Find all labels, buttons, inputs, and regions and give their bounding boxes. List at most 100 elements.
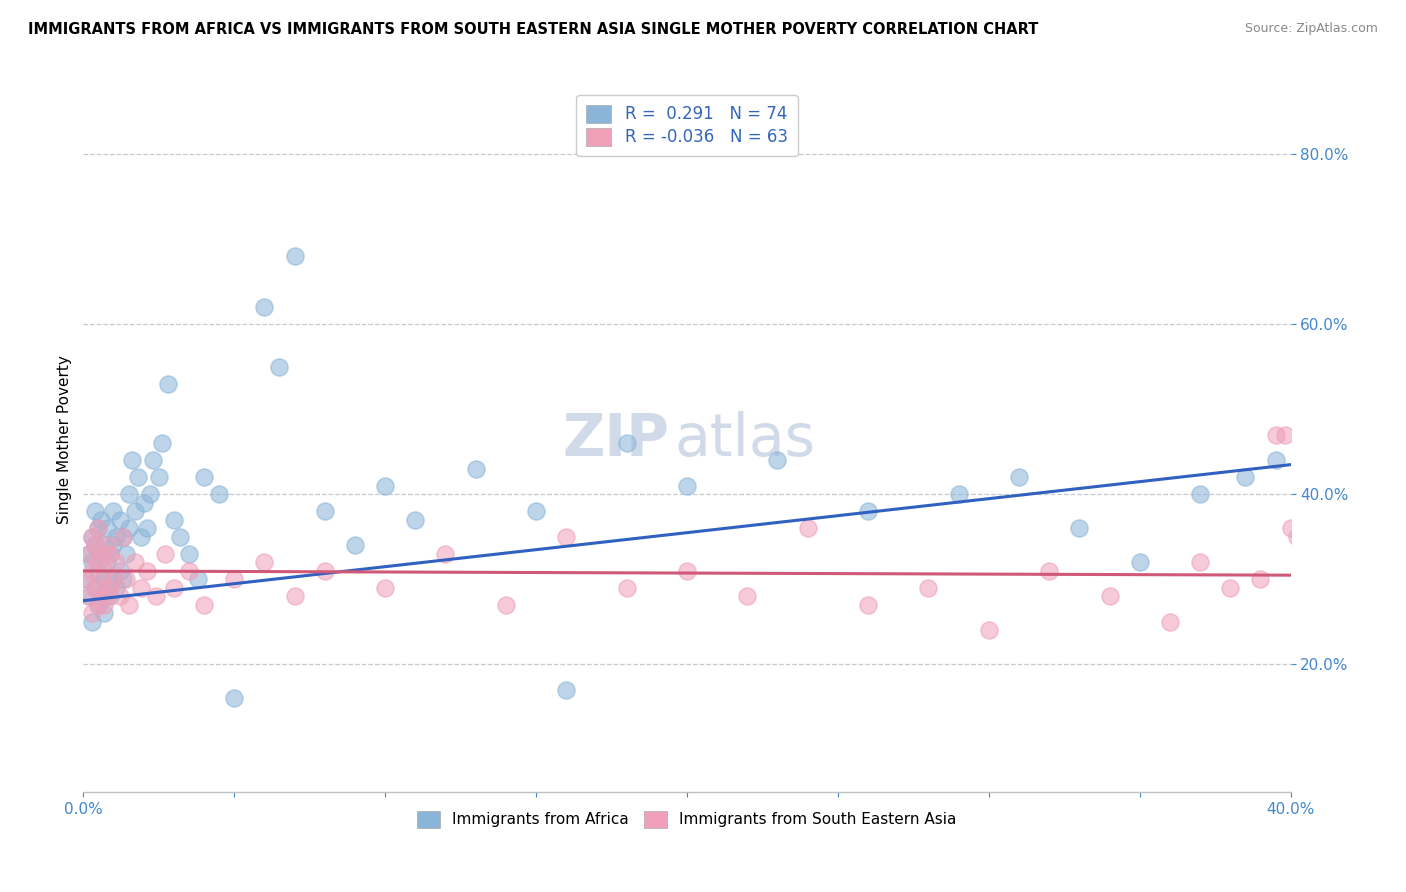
- Point: [163, 581, 186, 595]
- Point: [1274, 428, 1296, 442]
- Point: [90, 513, 112, 527]
- Point: [1189, 556, 1212, 570]
- Point: [1316, 504, 1339, 518]
- Point: [856, 504, 879, 518]
- Point: [676, 564, 699, 578]
- Point: [434, 547, 457, 561]
- Point: [96, 556, 118, 570]
- Point: [129, 530, 152, 544]
- Point: [84, 581, 107, 595]
- Point: [142, 453, 165, 467]
- Point: [90, 547, 112, 561]
- Point: [495, 598, 517, 612]
- Point: [127, 470, 149, 484]
- Point: [1129, 556, 1152, 570]
- Point: [82, 556, 104, 570]
- Point: [177, 547, 200, 561]
- Point: [1340, 674, 1362, 689]
- Point: [135, 521, 157, 535]
- Point: [616, 436, 638, 450]
- Point: [917, 581, 939, 595]
- Point: [79, 547, 101, 561]
- Point: [111, 530, 134, 544]
- Y-axis label: Single Mother Poverty: Single Mother Poverty: [58, 355, 72, 524]
- Point: [193, 470, 215, 484]
- Point: [124, 504, 146, 518]
- Point: [1038, 564, 1060, 578]
- Point: [1279, 521, 1302, 535]
- Point: [82, 530, 104, 544]
- Point: [79, 590, 101, 604]
- Point: [114, 547, 136, 561]
- Point: [1234, 470, 1257, 484]
- Point: [117, 598, 139, 612]
- Point: [1189, 487, 1212, 501]
- Point: [177, 564, 200, 578]
- Point: [1285, 530, 1308, 544]
- Point: [314, 504, 336, 518]
- Point: [111, 530, 134, 544]
- Point: [93, 538, 115, 552]
- Point: [314, 564, 336, 578]
- Point: [374, 581, 396, 595]
- Point: [108, 564, 131, 578]
- Point: [82, 607, 104, 621]
- Point: [145, 590, 167, 604]
- Point: [737, 590, 759, 604]
- Point: [1264, 428, 1286, 442]
- Point: [96, 521, 118, 535]
- Point: [105, 556, 128, 570]
- Text: ZIP: ZIP: [562, 410, 669, 467]
- Point: [129, 581, 152, 595]
- Point: [111, 573, 134, 587]
- Point: [153, 547, 176, 561]
- Point: [100, 547, 122, 561]
- Point: [224, 573, 246, 587]
- Point: [1008, 470, 1031, 484]
- Point: [84, 538, 107, 552]
- Point: [90, 581, 112, 595]
- Point: [1249, 573, 1271, 587]
- Point: [75, 573, 97, 587]
- Point: [114, 573, 136, 587]
- Text: Source: ZipAtlas.com: Source: ZipAtlas.com: [1244, 22, 1378, 36]
- Point: [79, 590, 101, 604]
- Point: [79, 547, 101, 561]
- Point: [82, 530, 104, 544]
- Point: [138, 487, 160, 501]
- Legend: Immigrants from Africa, Immigrants from South Eastern Asia: Immigrants from Africa, Immigrants from …: [411, 805, 963, 834]
- Point: [84, 538, 107, 552]
- Point: [93, 564, 115, 578]
- Point: [108, 513, 131, 527]
- Point: [163, 513, 186, 527]
- Point: [96, 590, 118, 604]
- Point: [87, 564, 110, 578]
- Point: [948, 487, 970, 501]
- Point: [856, 598, 879, 612]
- Text: atlas: atlas: [675, 410, 815, 467]
- Point: [82, 615, 104, 629]
- Point: [124, 556, 146, 570]
- Point: [87, 556, 110, 570]
- Point: [555, 530, 578, 544]
- Point: [93, 573, 115, 587]
- Point: [135, 564, 157, 578]
- Text: IMMIGRANTS FROM AFRICA VS IMMIGRANTS FROM SOUTH EASTERN ASIA SINGLE MOTHER POVER: IMMIGRANTS FROM AFRICA VS IMMIGRANTS FRO…: [28, 22, 1039, 37]
- Point: [1295, 521, 1317, 535]
- Point: [90, 547, 112, 561]
- Point: [103, 573, 125, 587]
- Point: [343, 538, 366, 552]
- Point: [103, 538, 125, 552]
- Point: [117, 487, 139, 501]
- Point: [1069, 521, 1091, 535]
- Point: [253, 556, 276, 570]
- Point: [524, 504, 547, 518]
- Point: [208, 487, 231, 501]
- Point: [796, 521, 818, 535]
- Point: [1264, 453, 1286, 467]
- Point: [1324, 547, 1347, 561]
- Point: [253, 301, 276, 315]
- Point: [555, 682, 578, 697]
- Point: [84, 581, 107, 595]
- Point: [187, 573, 209, 587]
